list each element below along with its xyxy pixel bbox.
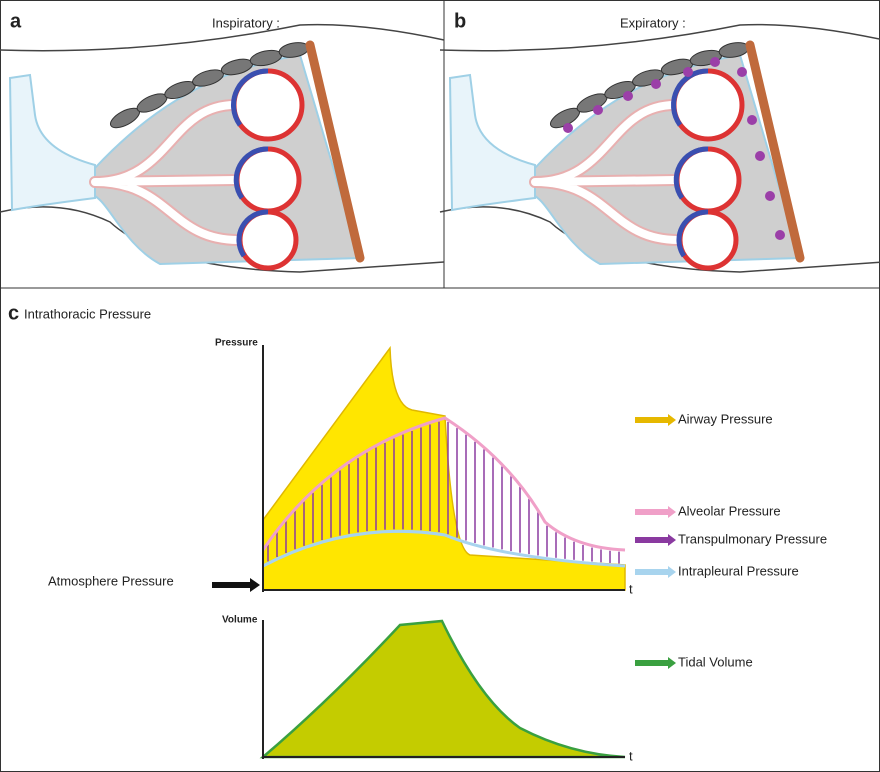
legend-label: Intrapleural Pressure [678, 563, 799, 578]
axis-label: t [629, 581, 633, 596]
axis-label: Volume [222, 615, 258, 626]
panel-c: c Intrathoracic Pressure Pressure t Atmo… [8, 302, 827, 763]
panel-a: a Inspiratory : [0, 10, 444, 272]
legend-arrow [635, 566, 676, 578]
legend-arrow [635, 506, 676, 518]
panel-title: Inspiratory : [212, 15, 280, 30]
axis-label: t [629, 748, 633, 763]
legend-label: Tidal Volume [678, 654, 753, 669]
lung-diagram [440, 25, 880, 272]
panel-title: Intrathoracic Pressure [24, 306, 151, 321]
panel-title: Expiratory : [620, 15, 686, 30]
legend-label: Alveolar Pressure [678, 503, 781, 518]
airway-pressure-area [263, 348, 625, 590]
legend-arrow [635, 657, 676, 669]
axis-label: Pressure [215, 338, 258, 349]
legend-label: Transpulmonary Pressure [678, 531, 827, 546]
panel-b: b Expiratory : [440, 10, 880, 272]
panel-label: a [10, 10, 22, 32]
legend-arrow [635, 534, 676, 546]
arrow [212, 578, 260, 592]
lung-diagram [0, 25, 444, 272]
legend-label: Airway Pressure [678, 411, 773, 426]
panel-label: b [454, 10, 466, 32]
tidal-volume-area [263, 621, 625, 757]
legend-arrow [635, 414, 676, 426]
panel-label: c [8, 302, 19, 324]
figure: a Inspiratory : b Expiratory : c Intrath… [0, 0, 880, 772]
atmosphere-label: Atmosphere Pressure [48, 573, 174, 588]
